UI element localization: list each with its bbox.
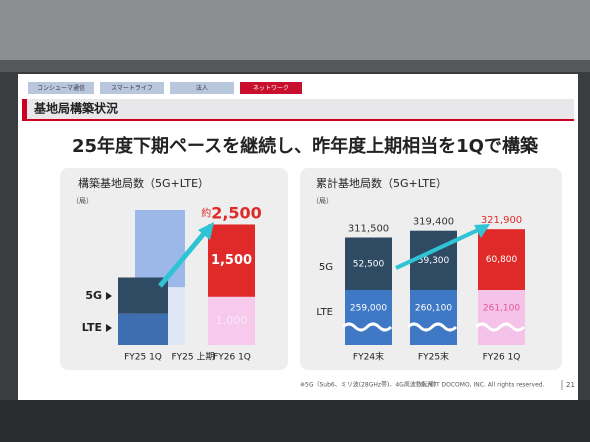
bar-segment: [410, 230, 457, 290]
total-prefix: 約: [201, 206, 211, 219]
category-label: FY26 1Q: [483, 353, 521, 363]
trend-arrow: [395, 228, 479, 270]
tabs: コンシューマ通信 スマートライフ 法人 ネットワーク: [28, 82, 302, 94]
bar-segment: [208, 224, 255, 297]
value-label: 59,300: [418, 256, 450, 266]
bar-segment: [478, 290, 525, 345]
legend-label: LTE: [82, 321, 102, 334]
header-rule: [22, 119, 574, 121]
legend-arrow: [106, 292, 112, 300]
total-value: 2,500: [211, 203, 262, 222]
tab: [28, 82, 94, 94]
header-title: 基地局構築状況: [33, 101, 118, 116]
value-label: 52,500: [353, 259, 385, 269]
category-label: FY24末: [353, 351, 384, 363]
chart: 構築基地局数（5G+LTE） （局） 1,000 1,500 約2,500 FY25 1Q…: [72, 176, 262, 363]
bar-segment: [478, 229, 525, 290]
bar-segment: [410, 290, 457, 345]
tab: [100, 82, 164, 94]
trend-arrowhead: [474, 224, 490, 238]
trend-arrowhead: [198, 222, 214, 240]
axis-break: [341, 322, 393, 332]
legend-label: LTE: [316, 307, 333, 318]
bar-segment: [118, 313, 168, 345]
category-label: FY26 1Q: [213, 353, 251, 363]
value-label: 259,000: [350, 304, 387, 314]
tab: [240, 82, 302, 94]
headline: 25年度下期ペースを継続し、昨年度上期相当を1Qで構築: [72, 135, 539, 157]
legend-arrow: [106, 324, 112, 332]
total-label: 321,900: [481, 215, 522, 226]
ceiling: [0, 0, 590, 70]
floor: [0, 400, 590, 442]
total-label: 319,400: [413, 217, 454, 228]
trend-arrow: [158, 229, 208, 288]
copyright: © NTT DOCOMO, INC. All rights reserved.: [420, 382, 545, 389]
total-label: 約2,500: [201, 203, 262, 222]
unit: （局）: [312, 197, 333, 205]
category-label: FY25 上期: [172, 352, 215, 363]
legend-label: 5G: [319, 262, 333, 273]
tab: [170, 82, 234, 94]
header-band: [22, 99, 574, 119]
chart-title: 構築基地局数（5G+LTE）: [78, 176, 209, 190]
value-label: 1,000: [216, 314, 248, 327]
total-label: 311,500: [348, 224, 389, 235]
footnote: ※5G（Sub6、ミリ波(28GHz帯)、4G周波数転用）: [300, 381, 440, 389]
value-label: 260,100: [415, 304, 452, 314]
value-label: 1,500: [211, 253, 252, 268]
tab-label: ネットワーク: [253, 85, 289, 92]
legend-label: 5G: [85, 289, 102, 302]
value-label: 60,800: [486, 255, 518, 265]
header-mark: [22, 99, 27, 119]
bar-segment: [345, 290, 392, 345]
bar-segment: [208, 296, 255, 345]
bar-segment: [345, 237, 392, 290]
ceiling-edge: [0, 60, 590, 72]
value-label: 261,100: [483, 304, 520, 314]
tab-label: 法人: [196, 84, 208, 92]
category-label: FY25末: [418, 351, 449, 363]
category-label: FY25 1Q: [124, 353, 162, 363]
tab-label: コンシューマ通信: [37, 84, 85, 92]
tab-label: スマートライフ: [111, 85, 153, 92]
page-number: 21: [566, 381, 575, 389]
chart-title: 累計基地局数（5G+LTE）: [316, 176, 447, 190]
chart: 累計基地局数（5G+LTE） （局） 259,000 52,500 311,500 FY2…: [312, 176, 526, 363]
axis-break: [406, 322, 458, 332]
bar-segment: [135, 210, 185, 288]
axis-break: [474, 322, 526, 332]
unit: （局）: [72, 197, 93, 205]
